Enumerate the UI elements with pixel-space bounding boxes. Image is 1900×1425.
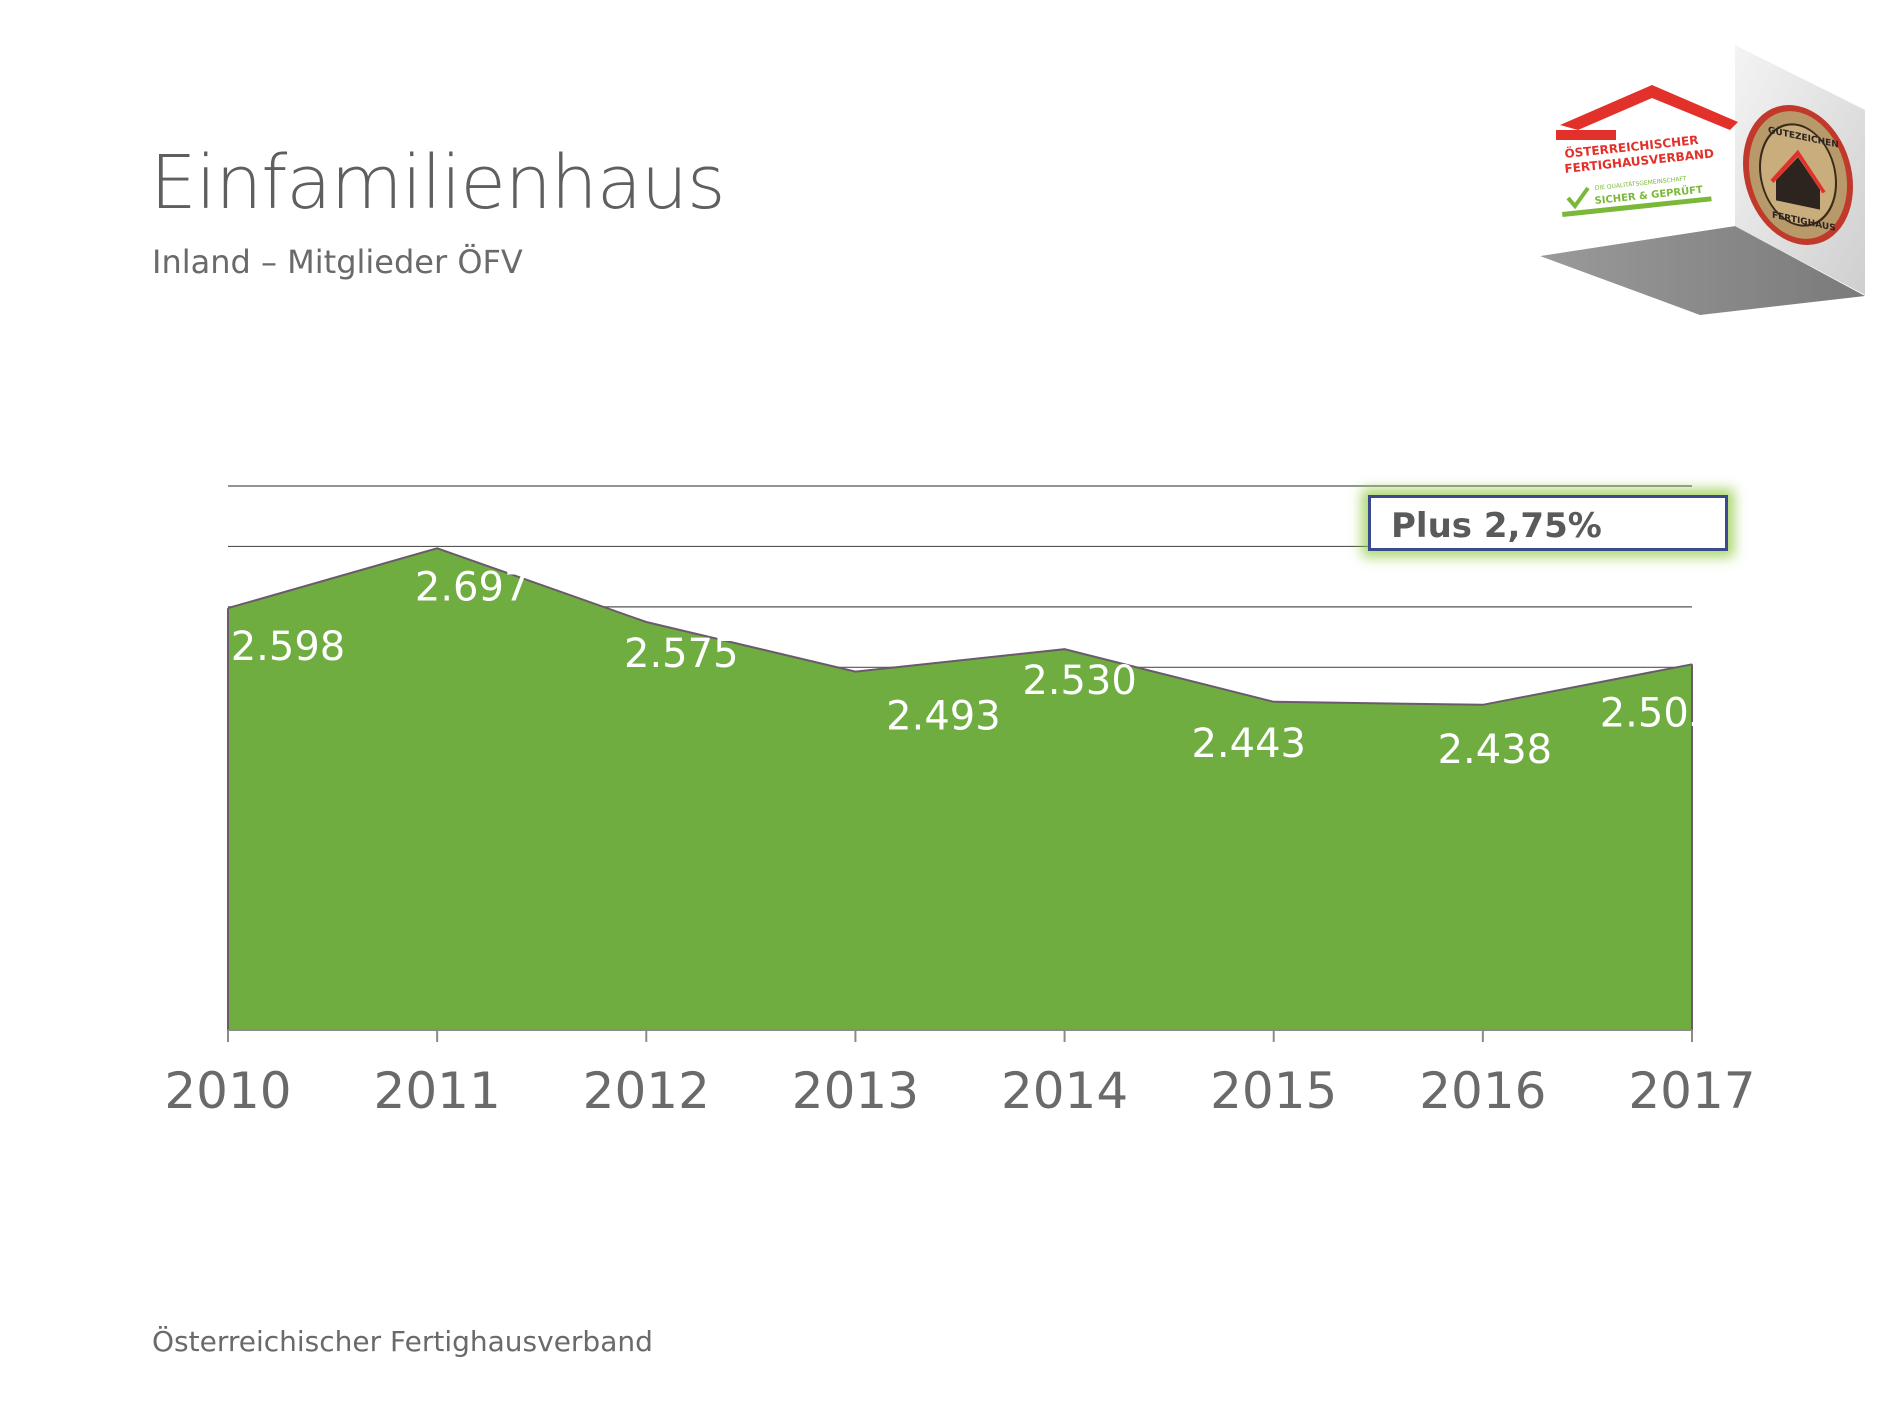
logo-green-stripe <box>1562 196 1712 217</box>
growth-callout: Plus 2,75% <box>1368 495 1728 551</box>
x-tick-label: 2017 <box>1628 1062 1755 1120</box>
x-tick-label: 2010 <box>164 1062 291 1120</box>
data-label: 2.443 <box>1191 721 1306 767</box>
data-label: 2.505 <box>1600 690 1715 736</box>
x-tick-label: 2012 <box>583 1062 710 1120</box>
x-axis: 2010 2011 2012 2013 2014 2015 2016 2017 <box>164 1029 1756 1120</box>
data-labels: 2.598 2.697 2.575 2.493 2.530 2.443 2.438 2.505 <box>231 564 1715 773</box>
roof-stripe <box>1556 130 1616 140</box>
data-label: 2.493 <box>886 694 1001 740</box>
x-tick-label: 2013 <box>792 1062 919 1120</box>
fertighaus-logo-cube: ÖSTERREICHISCHER FERTIGHAUSVERBAND DIE Q… <box>1540 45 1865 315</box>
area-series <box>227 547 1693 1030</box>
growth-callout-text: Plus 2,75% <box>1391 506 1602 546</box>
roof-icon <box>1560 85 1738 130</box>
data-label: 2.598 <box>231 624 346 670</box>
data-label: 2.438 <box>1438 727 1553 773</box>
checkmark-icon <box>1566 186 1590 210</box>
data-label: 2.697 <box>415 564 530 610</box>
data-label: 2.530 <box>1022 658 1137 704</box>
cube-bottom-face <box>1540 226 1865 315</box>
x-tick-label: 2016 <box>1419 1062 1546 1120</box>
area-fill <box>228 548 1692 1030</box>
area-outline <box>227 547 1693 706</box>
data-label: 2.575 <box>624 631 739 677</box>
x-tick-label: 2014 <box>1001 1062 1128 1120</box>
chart-title: Einfamilienhaus <box>150 140 726 226</box>
x-tick-label: 2015 <box>1210 1062 1337 1120</box>
seal-icon: GÜTEZEICHEN FERTIGHAUS <box>1743 105 1853 245</box>
x-tick-label: 2011 <box>374 1062 501 1120</box>
chart-subtitle: Inland – Mitglieder ÖFV <box>152 243 523 281</box>
source-footer: Österreichischer Fertighausverband <box>152 1325 653 1358</box>
